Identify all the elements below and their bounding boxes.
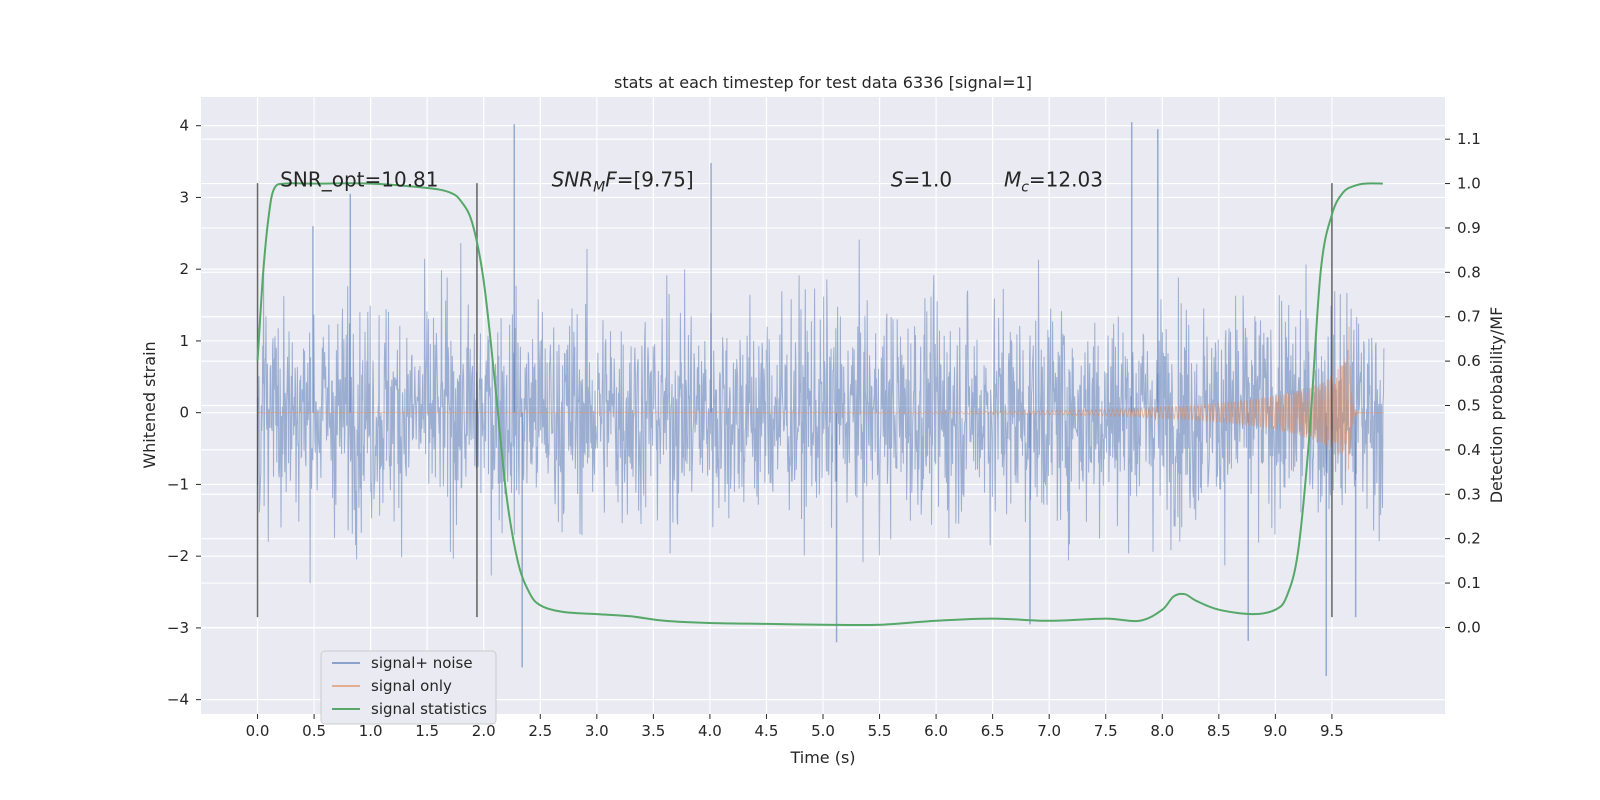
x-tick-label: 5.5 [868, 722, 892, 740]
x-tick-label: 2.0 [472, 722, 496, 740]
y-left-tick-label: 1 [179, 332, 189, 350]
y-right-tick-label: 0.7 [1457, 308, 1481, 326]
y-axis-label-left: Whitened strain [140, 341, 159, 468]
x-tick-label: 1.5 [415, 722, 439, 740]
x-tick-label: 7.0 [1037, 722, 1061, 740]
x-tick-label: 1.0 [359, 722, 383, 740]
y-right-tick-label: 0.4 [1457, 441, 1481, 459]
x-tick-label: 6.0 [924, 722, 948, 740]
x-tick-label: 0.5 [302, 722, 326, 740]
x-tick-label: 0.0 [246, 722, 270, 740]
y-left-tick-label: 0 [179, 404, 189, 422]
x-tick-label: 7.5 [1094, 722, 1118, 740]
y-left-tick-label: 3 [179, 188, 189, 206]
plot-area [256, 122, 1385, 676]
y-right-tick-label: 0.3 [1457, 485, 1481, 503]
x-axis-label: Time (s) [789, 748, 855, 767]
y-left-tick-label: 4 [179, 117, 189, 135]
y-right-tick-label: 0.9 [1457, 219, 1481, 237]
annotation-1: SNRMF=[9.75] [552, 168, 694, 196]
x-tick-label: 9.5 [1320, 722, 1344, 740]
y-right-tick-label: 1.1 [1457, 130, 1481, 148]
annotation-0: SNR_opt=10.81 [280, 168, 438, 192]
x-tick-label: 8.5 [1207, 722, 1231, 740]
series-signal-noise [257, 239, 1385, 584]
y-right-tick-label: 0.5 [1457, 397, 1481, 415]
y-left-tick-label: −1 [167, 475, 189, 493]
legend-label-signal-only: signal only [371, 677, 452, 695]
legend: signal+ noise signal only signal statist… [320, 650, 497, 725]
x-tick-label: 4.0 [698, 722, 722, 740]
y-left-tick-label: 2 [179, 260, 189, 278]
x-tick-label: 6.5 [981, 722, 1005, 740]
series-signal-statistics [256, 182, 1383, 627]
x-tick-label: 3.0 [585, 722, 609, 740]
y-right-tick-label: 0.8 [1457, 263, 1481, 281]
x-tick-label: 4.5 [755, 722, 779, 740]
y-right-tick-label: 0.2 [1457, 530, 1481, 548]
chart-title: stats at each timestep for test data 633… [614, 73, 1032, 92]
x-tick-label: 2.5 [528, 722, 552, 740]
x-tick-label: 9.0 [1263, 722, 1287, 740]
annotation-2: S=1.0 [891, 168, 952, 192]
y-left-tick-label: −3 [167, 619, 189, 637]
y-left-tick-label: −4 [167, 691, 189, 709]
x-tick-label: 3.5 [641, 722, 665, 740]
legend-label-signal-statistics: signal statistics [371, 700, 487, 718]
y-left-tick-label: −2 [167, 547, 189, 565]
annotation-3: Mc=12.03 [1004, 168, 1103, 196]
x-tick-label: 5.0 [811, 722, 835, 740]
y-right-tick-label: 0.6 [1457, 352, 1481, 370]
x-tick-label: 8.0 [1150, 722, 1174, 740]
axes: 0.0 0.5 1.0 1.5 2.0 2.5 3.0 3.5 4.0 4.5 5.0 5.5 6.0 6… [167, 117, 1481, 740]
legend-label-signal-noise: signal+ noise [371, 654, 473, 672]
y-right-tick-label: 0.0 [1457, 618, 1481, 636]
series-signal-only [257, 326, 1384, 472]
y-right-tick-label: 1.0 [1457, 175, 1481, 193]
y-right-tick-label: 0.1 [1457, 574, 1481, 592]
legend-box [320, 650, 497, 725]
y-axis-label-right: Detection probability/MF [1487, 307, 1506, 504]
